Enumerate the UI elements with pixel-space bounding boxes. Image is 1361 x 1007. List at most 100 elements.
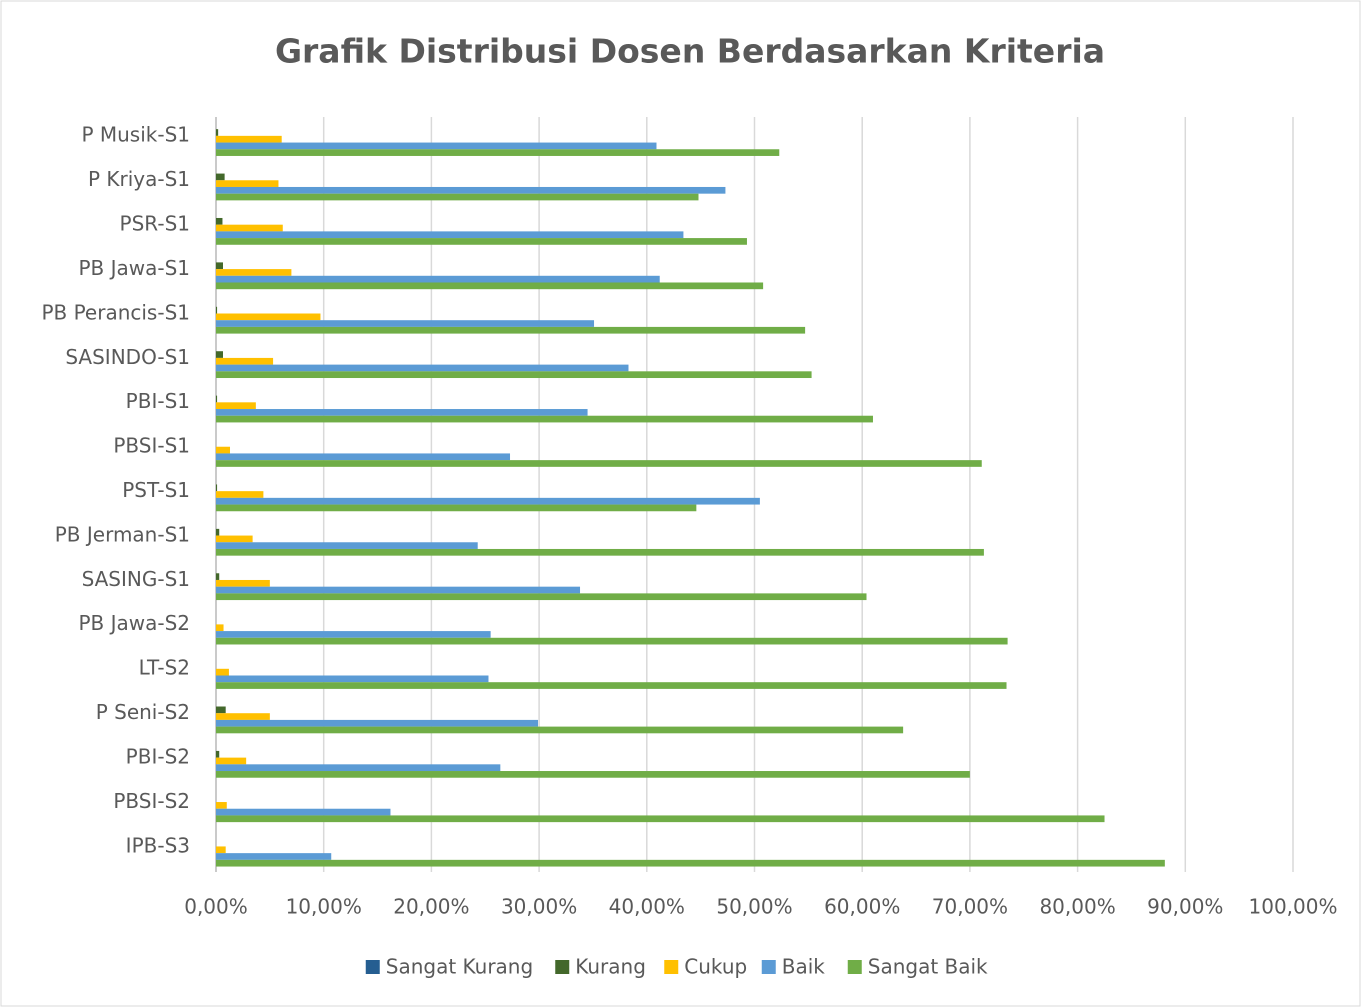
bar <box>216 149 780 156</box>
x-tick-label: 30,00% <box>501 895 577 919</box>
chart-title: Grafik Distribusi Dosen Berdasarkan Krit… <box>275 32 1105 71</box>
x-tick-label: 100,00% <box>1249 895 1338 919</box>
bar <box>216 764 501 772</box>
bar <box>216 186 726 194</box>
bar <box>216 282 764 290</box>
y-tick-label: P Musik-S1 <box>81 123 190 147</box>
bar <box>216 637 1008 645</box>
bar <box>216 180 279 187</box>
y-tick-label: PBSI-S1 <box>113 434 190 458</box>
bar <box>216 586 581 594</box>
bar <box>216 535 253 543</box>
bar <box>216 275 660 283</box>
bar <box>216 231 684 239</box>
bar <box>216 675 489 683</box>
bar <box>216 528 220 536</box>
bar <box>216 726 904 734</box>
bar <box>216 269 292 276</box>
bar <box>216 320 595 327</box>
y-tick-label: P Seni-S2 <box>96 700 190 724</box>
x-tick-label: 90,00% <box>1147 895 1223 919</box>
y-tick-label: PB Perancis-S1 <box>41 300 190 324</box>
bar <box>216 193 699 201</box>
x-tick-label: 0,00% <box>184 895 248 919</box>
y-tick-label: PBI-S2 <box>126 744 190 768</box>
bar <box>216 504 697 512</box>
bar <box>216 548 984 556</box>
bar <box>216 453 511 461</box>
bar <box>216 706 226 714</box>
bar <box>216 409 588 416</box>
bar <box>216 129 219 136</box>
x-tick-label: 10,00% <box>286 895 362 919</box>
y-tick-label: PBI-S1 <box>126 389 190 413</box>
y-tick-label: IPB-S3 <box>126 833 190 857</box>
bar <box>216 631 491 638</box>
x-tick-label: 50,00% <box>716 895 792 919</box>
bar <box>216 364 629 372</box>
y-tick-label: P Kriya-S1 <box>88 167 190 191</box>
legend-swatch <box>365 960 380 974</box>
bar <box>216 173 225 181</box>
bar <box>216 624 224 632</box>
bar <box>216 859 1165 867</box>
y-tick-label: SASING-S1 <box>82 567 190 591</box>
bar <box>216 573 220 580</box>
bar <box>216 142 657 150</box>
y-tick-label: PB Jawa-S1 <box>78 256 190 280</box>
x-tick-label: 70,00% <box>932 895 1008 919</box>
bar <box>216 460 982 467</box>
x-tick-label: 60,00% <box>824 895 900 919</box>
bar <box>216 217 223 225</box>
bar <box>216 853 332 860</box>
bar <box>216 313 321 321</box>
y-tick-label: PB Jawa-S2 <box>78 611 190 635</box>
bar <box>216 593 867 601</box>
x-tick-label: 80,00% <box>1039 895 1115 919</box>
x-tick-label: 40,00% <box>609 895 685 919</box>
bar <box>216 306 218 314</box>
legend-swatch <box>847 960 862 974</box>
bar <box>216 415 873 423</box>
bar <box>216 668 229 676</box>
bar <box>216 719 539 727</box>
bar <box>216 815 1105 823</box>
bar <box>216 542 478 549</box>
bar <box>216 846 226 854</box>
bar <box>216 808 391 816</box>
legend-swatch <box>761 960 776 974</box>
bar <box>216 402 256 410</box>
bar <box>216 357 274 365</box>
y-tick-label: PSR-S1 <box>120 212 190 236</box>
legend-label: Sangat Kurang <box>386 955 533 979</box>
y-tick-label: LT-S2 <box>139 656 190 680</box>
y-tick-label: PST-S1 <box>122 478 190 502</box>
legend-label: Cukup <box>684 955 747 979</box>
bar <box>216 326 806 334</box>
y-tick-label: PBSI-S2 <box>113 789 190 813</box>
bar <box>216 491 264 498</box>
bar <box>216 135 282 143</box>
bar <box>216 579 270 587</box>
legend-swatch <box>664 960 679 974</box>
bar <box>216 262 224 270</box>
bar <box>216 802 227 809</box>
bar <box>216 713 270 720</box>
legend-label: Sangat Baik <box>868 955 988 979</box>
y-tick-label: SASINDO-S1 <box>65 345 190 369</box>
bar <box>216 395 218 403</box>
bar <box>216 238 747 245</box>
bar <box>216 224 283 232</box>
legend-label: Baik <box>782 955 826 979</box>
bar <box>216 771 970 778</box>
bar <box>216 750 220 758</box>
bar <box>216 371 812 379</box>
bar <box>216 757 247 765</box>
bar <box>216 484 218 492</box>
legend-swatch <box>555 960 570 974</box>
bar <box>216 351 224 358</box>
legend-label: Kurang <box>575 955 646 979</box>
bar <box>216 497 760 505</box>
